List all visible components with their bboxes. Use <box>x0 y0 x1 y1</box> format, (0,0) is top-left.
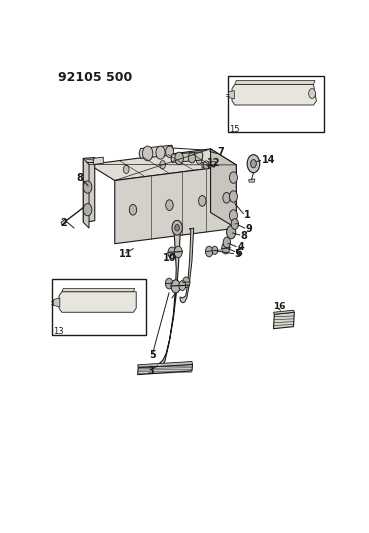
Polygon shape <box>232 84 316 105</box>
Polygon shape <box>273 310 294 314</box>
Text: 13: 13 <box>53 327 63 336</box>
Circle shape <box>156 146 165 159</box>
Circle shape <box>223 192 230 203</box>
Circle shape <box>179 281 186 290</box>
Circle shape <box>227 225 236 239</box>
Text: 10: 10 <box>163 253 177 263</box>
Circle shape <box>183 277 190 288</box>
Circle shape <box>174 246 182 257</box>
Polygon shape <box>139 145 173 158</box>
Circle shape <box>251 159 256 168</box>
Polygon shape <box>228 91 234 99</box>
Text: 16: 16 <box>273 302 286 311</box>
Polygon shape <box>83 158 89 228</box>
Circle shape <box>212 246 218 254</box>
Polygon shape <box>62 288 135 292</box>
Circle shape <box>83 181 92 193</box>
Text: 9: 9 <box>246 224 252 234</box>
Text: 5: 5 <box>234 249 241 260</box>
Circle shape <box>166 200 173 211</box>
Circle shape <box>165 278 173 289</box>
Polygon shape <box>249 179 255 182</box>
Text: 12: 12 <box>207 158 221 168</box>
Text: 2: 2 <box>60 218 67 228</box>
Polygon shape <box>83 158 95 222</box>
Circle shape <box>206 246 213 257</box>
Text: 1: 1 <box>244 210 251 220</box>
Polygon shape <box>138 365 193 375</box>
Text: 8: 8 <box>76 173 83 183</box>
Circle shape <box>142 146 153 161</box>
Circle shape <box>223 237 231 248</box>
Circle shape <box>129 205 137 215</box>
Polygon shape <box>53 298 60 307</box>
Text: 5: 5 <box>149 350 156 360</box>
Circle shape <box>168 247 176 259</box>
Text: 14: 14 <box>262 156 276 165</box>
Polygon shape <box>93 157 103 165</box>
Circle shape <box>171 280 180 293</box>
Circle shape <box>123 165 129 174</box>
Circle shape <box>166 146 174 158</box>
Polygon shape <box>180 228 194 303</box>
Circle shape <box>196 156 202 164</box>
Text: 15: 15 <box>229 125 239 134</box>
Circle shape <box>175 152 183 165</box>
Polygon shape <box>138 361 193 368</box>
Circle shape <box>172 220 182 235</box>
Text: 11: 11 <box>119 249 132 259</box>
Polygon shape <box>235 80 315 84</box>
Circle shape <box>247 155 260 173</box>
Circle shape <box>188 152 196 163</box>
Text: 8: 8 <box>241 231 248 241</box>
Polygon shape <box>115 165 236 244</box>
Polygon shape <box>89 149 236 181</box>
Polygon shape <box>59 292 136 312</box>
Text: 4: 4 <box>237 243 244 253</box>
Circle shape <box>230 210 237 221</box>
Polygon shape <box>171 152 203 163</box>
Text: 92105 500: 92105 500 <box>58 71 132 84</box>
Circle shape <box>230 191 237 202</box>
Polygon shape <box>150 227 180 370</box>
Text: 7: 7 <box>218 147 224 157</box>
Text: 3: 3 <box>148 366 154 376</box>
Polygon shape <box>202 161 215 167</box>
Circle shape <box>308 88 315 99</box>
Circle shape <box>203 161 209 169</box>
Circle shape <box>199 196 206 206</box>
Polygon shape <box>273 312 294 329</box>
Bar <box>228 76 324 132</box>
Bar <box>52 279 146 335</box>
Circle shape <box>230 172 237 183</box>
Circle shape <box>160 160 166 169</box>
Circle shape <box>231 219 239 229</box>
Circle shape <box>83 204 92 216</box>
Text: 6: 6 <box>235 248 242 258</box>
Polygon shape <box>61 219 67 225</box>
Polygon shape <box>211 149 236 228</box>
Circle shape <box>222 243 230 254</box>
Circle shape <box>175 224 179 231</box>
